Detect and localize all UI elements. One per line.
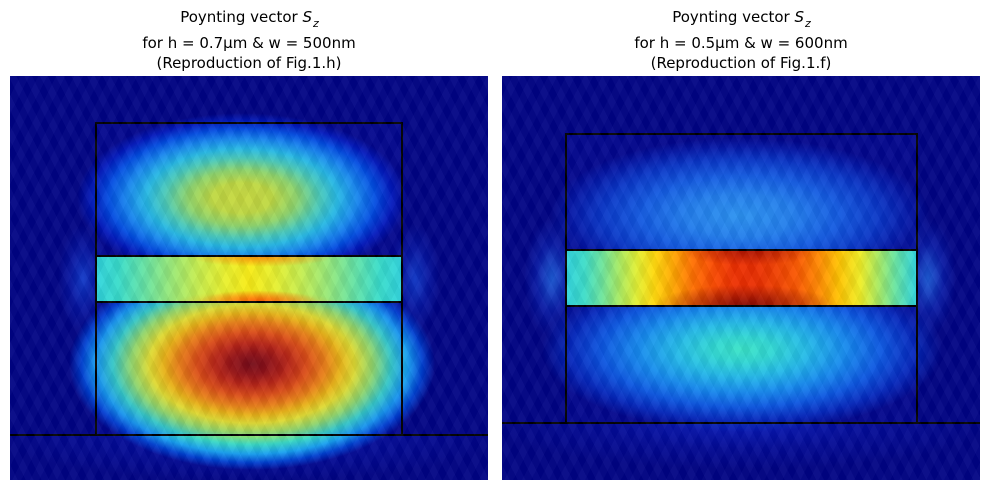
substrate-leakage-glow [502,424,980,480]
poynting-symbol: S [302,8,312,26]
title-prefix: Poynting vector [672,8,795,26]
title-line-caption: (Reproduction of Fig.1.h) [156,54,342,72]
title-prefix: Poynting vector [180,8,303,26]
poynting-symbol: S [794,8,804,26]
heatmap-canvas-right [502,76,980,480]
heatmap-canvas-left [10,76,488,480]
substrate-interface-line [502,422,980,424]
substrate-interface-line [10,434,488,436]
panel-left-title: Poynting vector Sz for h = 0.7μm & w = 5… [10,7,488,73]
panel-right-title: Poynting vector Sz for h = 0.5μm & w = 6… [502,7,980,73]
poynting-symbol-subscript: z [805,17,811,30]
title-line-main: Poynting vector Sz [10,7,488,33]
poynting-symbol-subscript: z [313,17,319,30]
title-line-parameters: for h = 0.5μm & w = 600nm [634,34,848,52]
slot-layer-field [95,255,403,303]
upper-ridge-field-lobe [77,113,407,283]
title-line-caption: (Reproduction of Fig.1.f) [650,54,832,72]
title-line-main: Poynting vector Sz [502,7,980,33]
title-line-parameters: for h = 0.7μm & w = 500nm [142,34,356,52]
slot-layer-field [565,249,918,307]
